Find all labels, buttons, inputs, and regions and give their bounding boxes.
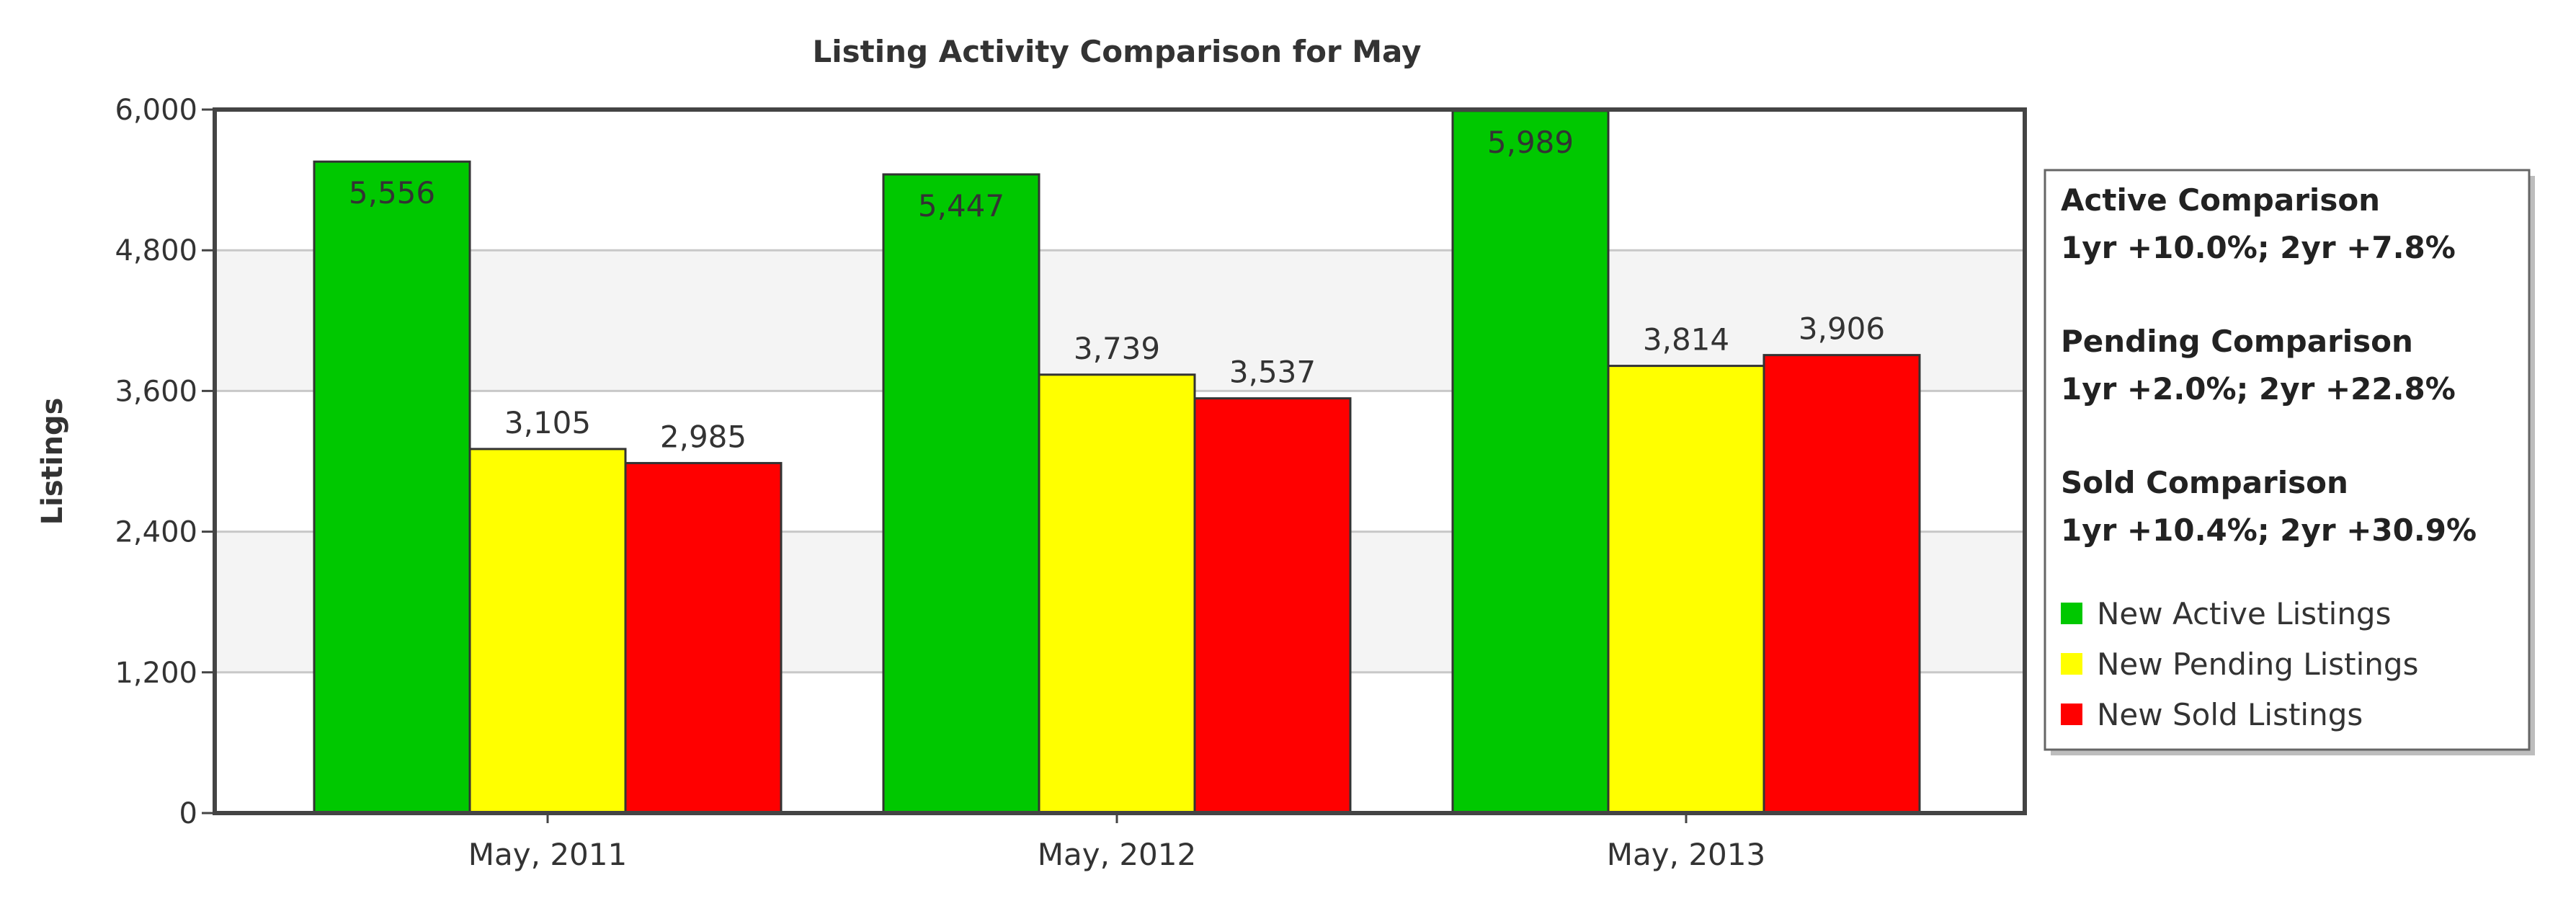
comparison-detail: 1yr +10.0%; 2yr +7.8% bbox=[2061, 230, 2456, 265]
comparison-title: Active Comparison bbox=[2061, 182, 2380, 218]
comparison-detail: 1yr +2.0%; 2yr +22.8% bbox=[2061, 371, 2456, 407]
data-label: 3,537 bbox=[1229, 355, 1316, 390]
y-axis-ticks: 0 1,200 2,400 3,600 4,800 6,000 bbox=[115, 94, 215, 830]
comparison-detail: 1yr +10.4%; 2yr +30.9% bbox=[2061, 512, 2477, 548]
data-label: 5,447 bbox=[918, 188, 1004, 223]
data-label: 5,556 bbox=[349, 175, 435, 210]
legend-swatch bbox=[2061, 653, 2082, 675]
y-tick-label: 1,200 bbox=[115, 657, 197, 690]
x-category-label: May, 2013 bbox=[1607, 837, 1765, 872]
legend-swatch bbox=[2061, 704, 2082, 725]
x-axis-categories: May, 2011 May, 2012 May, 2013 bbox=[468, 813, 1765, 872]
data-label: 3,739 bbox=[1074, 331, 1160, 366]
plot-frame bbox=[213, 107, 2027, 815]
bar bbox=[313, 160, 471, 815]
data-label: 3,814 bbox=[1643, 322, 1729, 358]
bar bbox=[1193, 397, 1352, 815]
legend-box bbox=[2044, 169, 2531, 751]
bars bbox=[313, 110, 1921, 815]
chart-title: Listing Activity Comparison for May bbox=[813, 34, 1422, 69]
bar bbox=[1762, 354, 1921, 815]
legend-entry: New Active Listings bbox=[2097, 596, 2391, 631]
legend-entry: New Pending Listings bbox=[2097, 647, 2418, 682]
data-label: 2,985 bbox=[660, 419, 746, 454]
bar bbox=[624, 461, 783, 815]
y-tick-label: 0 bbox=[179, 797, 197, 830]
data-label: 3,906 bbox=[1799, 311, 1885, 347]
legend-swatch bbox=[2061, 603, 2082, 624]
value-labels: 5,556 3,105 2,985 5,447 3,739 3,537 5,989 3,814… bbox=[349, 125, 1885, 455]
x-category-label: May, 2012 bbox=[1038, 837, 1196, 872]
comparison-title: Pending Comparison bbox=[2061, 324, 2413, 359]
y-tick-label: 6,000 bbox=[115, 94, 197, 127]
comparison-title: Sold Comparison bbox=[2061, 465, 2348, 500]
y-tick-label: 2,400 bbox=[115, 516, 197, 549]
y-tick-label: 3,600 bbox=[115, 375, 197, 408]
bar bbox=[882, 173, 1040, 815]
plot-band bbox=[215, 110, 2025, 251]
legend: Active Comparison 1yr +10.0%; 2yr +7.8% Pe… bbox=[2044, 169, 2535, 755]
data-label: 5,989 bbox=[1487, 125, 1574, 160]
x-category-label: May, 2011 bbox=[468, 837, 627, 872]
data-label: 3,105 bbox=[504, 405, 591, 440]
bar bbox=[1607, 365, 1765, 815]
legend-entry: New Sold Listings bbox=[2097, 697, 2363, 732]
y-axis-label: Listings bbox=[36, 398, 69, 525]
bar bbox=[468, 448, 627, 815]
bar bbox=[1038, 373, 1196, 815]
y-tick-label: 4,800 bbox=[115, 234, 197, 267]
bar bbox=[1451, 110, 1610, 815]
